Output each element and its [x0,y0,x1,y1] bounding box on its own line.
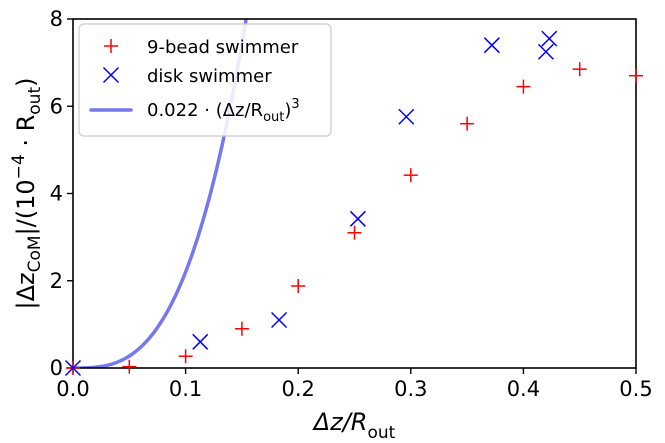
nine-bead-point [516,79,531,94]
nine-bead-point [291,278,306,293]
disk-point [537,43,554,60]
nine-bead-point [347,225,362,240]
nine-bead-point [234,321,249,336]
disk-point [64,359,82,377]
x-tick-label: 0.0 [56,377,89,401]
nine-bead-point [122,359,137,374]
disk-point [271,311,288,329]
nine-bead-point [572,62,587,77]
legend-plus-icon [104,39,118,53]
markers [64,30,643,377]
legend-label-fit: 0.022 · (Δz/Rout)3 [147,97,300,125]
x-tick-label: 0.4 [507,377,540,401]
x-tick-label: 0.5 [619,377,652,401]
fit-curve [73,19,248,368]
disk-point [541,30,558,47]
y-axis-label: |ΔzCoM|/(10−4 · Rout) [9,78,45,310]
y-tick-label: 0 [50,356,63,380]
y-axis-label-post: ) [12,78,40,87]
y-axis-label-pre: |Δz [12,272,40,309]
legend: 9-bead swimmer disk swimmer 0.022 · (Δz/… [78,23,332,137]
x-tick-label: 0.1 [169,377,202,401]
disk-point [349,210,366,227]
y-tick-label: 6 [50,94,63,118]
legend-marker-9-bead [104,39,118,53]
y-axis-label-mid: |/(10 [12,179,40,235]
x-tick-label: 0.2 [281,377,314,401]
y-tick-label: 8 [50,7,63,31]
y-axis-label-sub1: CoM [25,235,45,272]
nine-bead-point [629,68,643,83]
legend-label-disk: disk swimmer [147,66,272,87]
nine-bead-point [460,116,475,131]
disk-point [398,108,415,125]
x-tick-label: 0.3 [394,377,427,401]
disk-point [192,333,209,350]
x-axis-label-sub: out [367,423,395,443]
nine-bead-point [403,168,418,183]
legend-marker-disk [102,66,120,84]
disk-point [483,37,500,54]
y-tick-label: 2 [50,269,63,293]
y-axis-label-sup: −4 [9,154,29,179]
y-tick-label: 4 [50,182,63,206]
y-axis-label-sub2: out [25,87,45,115]
x-axis-label: Δz/Rout [312,408,396,443]
legend-label-9-bead: 9-bead swimmer [147,37,299,58]
nine-bead-point [178,349,193,364]
y-axis-label-dot: · R [12,115,40,155]
legend-box [78,23,332,137]
x-axis-label-main: Δz/R [312,408,368,436]
legend-x-icon [102,66,120,84]
